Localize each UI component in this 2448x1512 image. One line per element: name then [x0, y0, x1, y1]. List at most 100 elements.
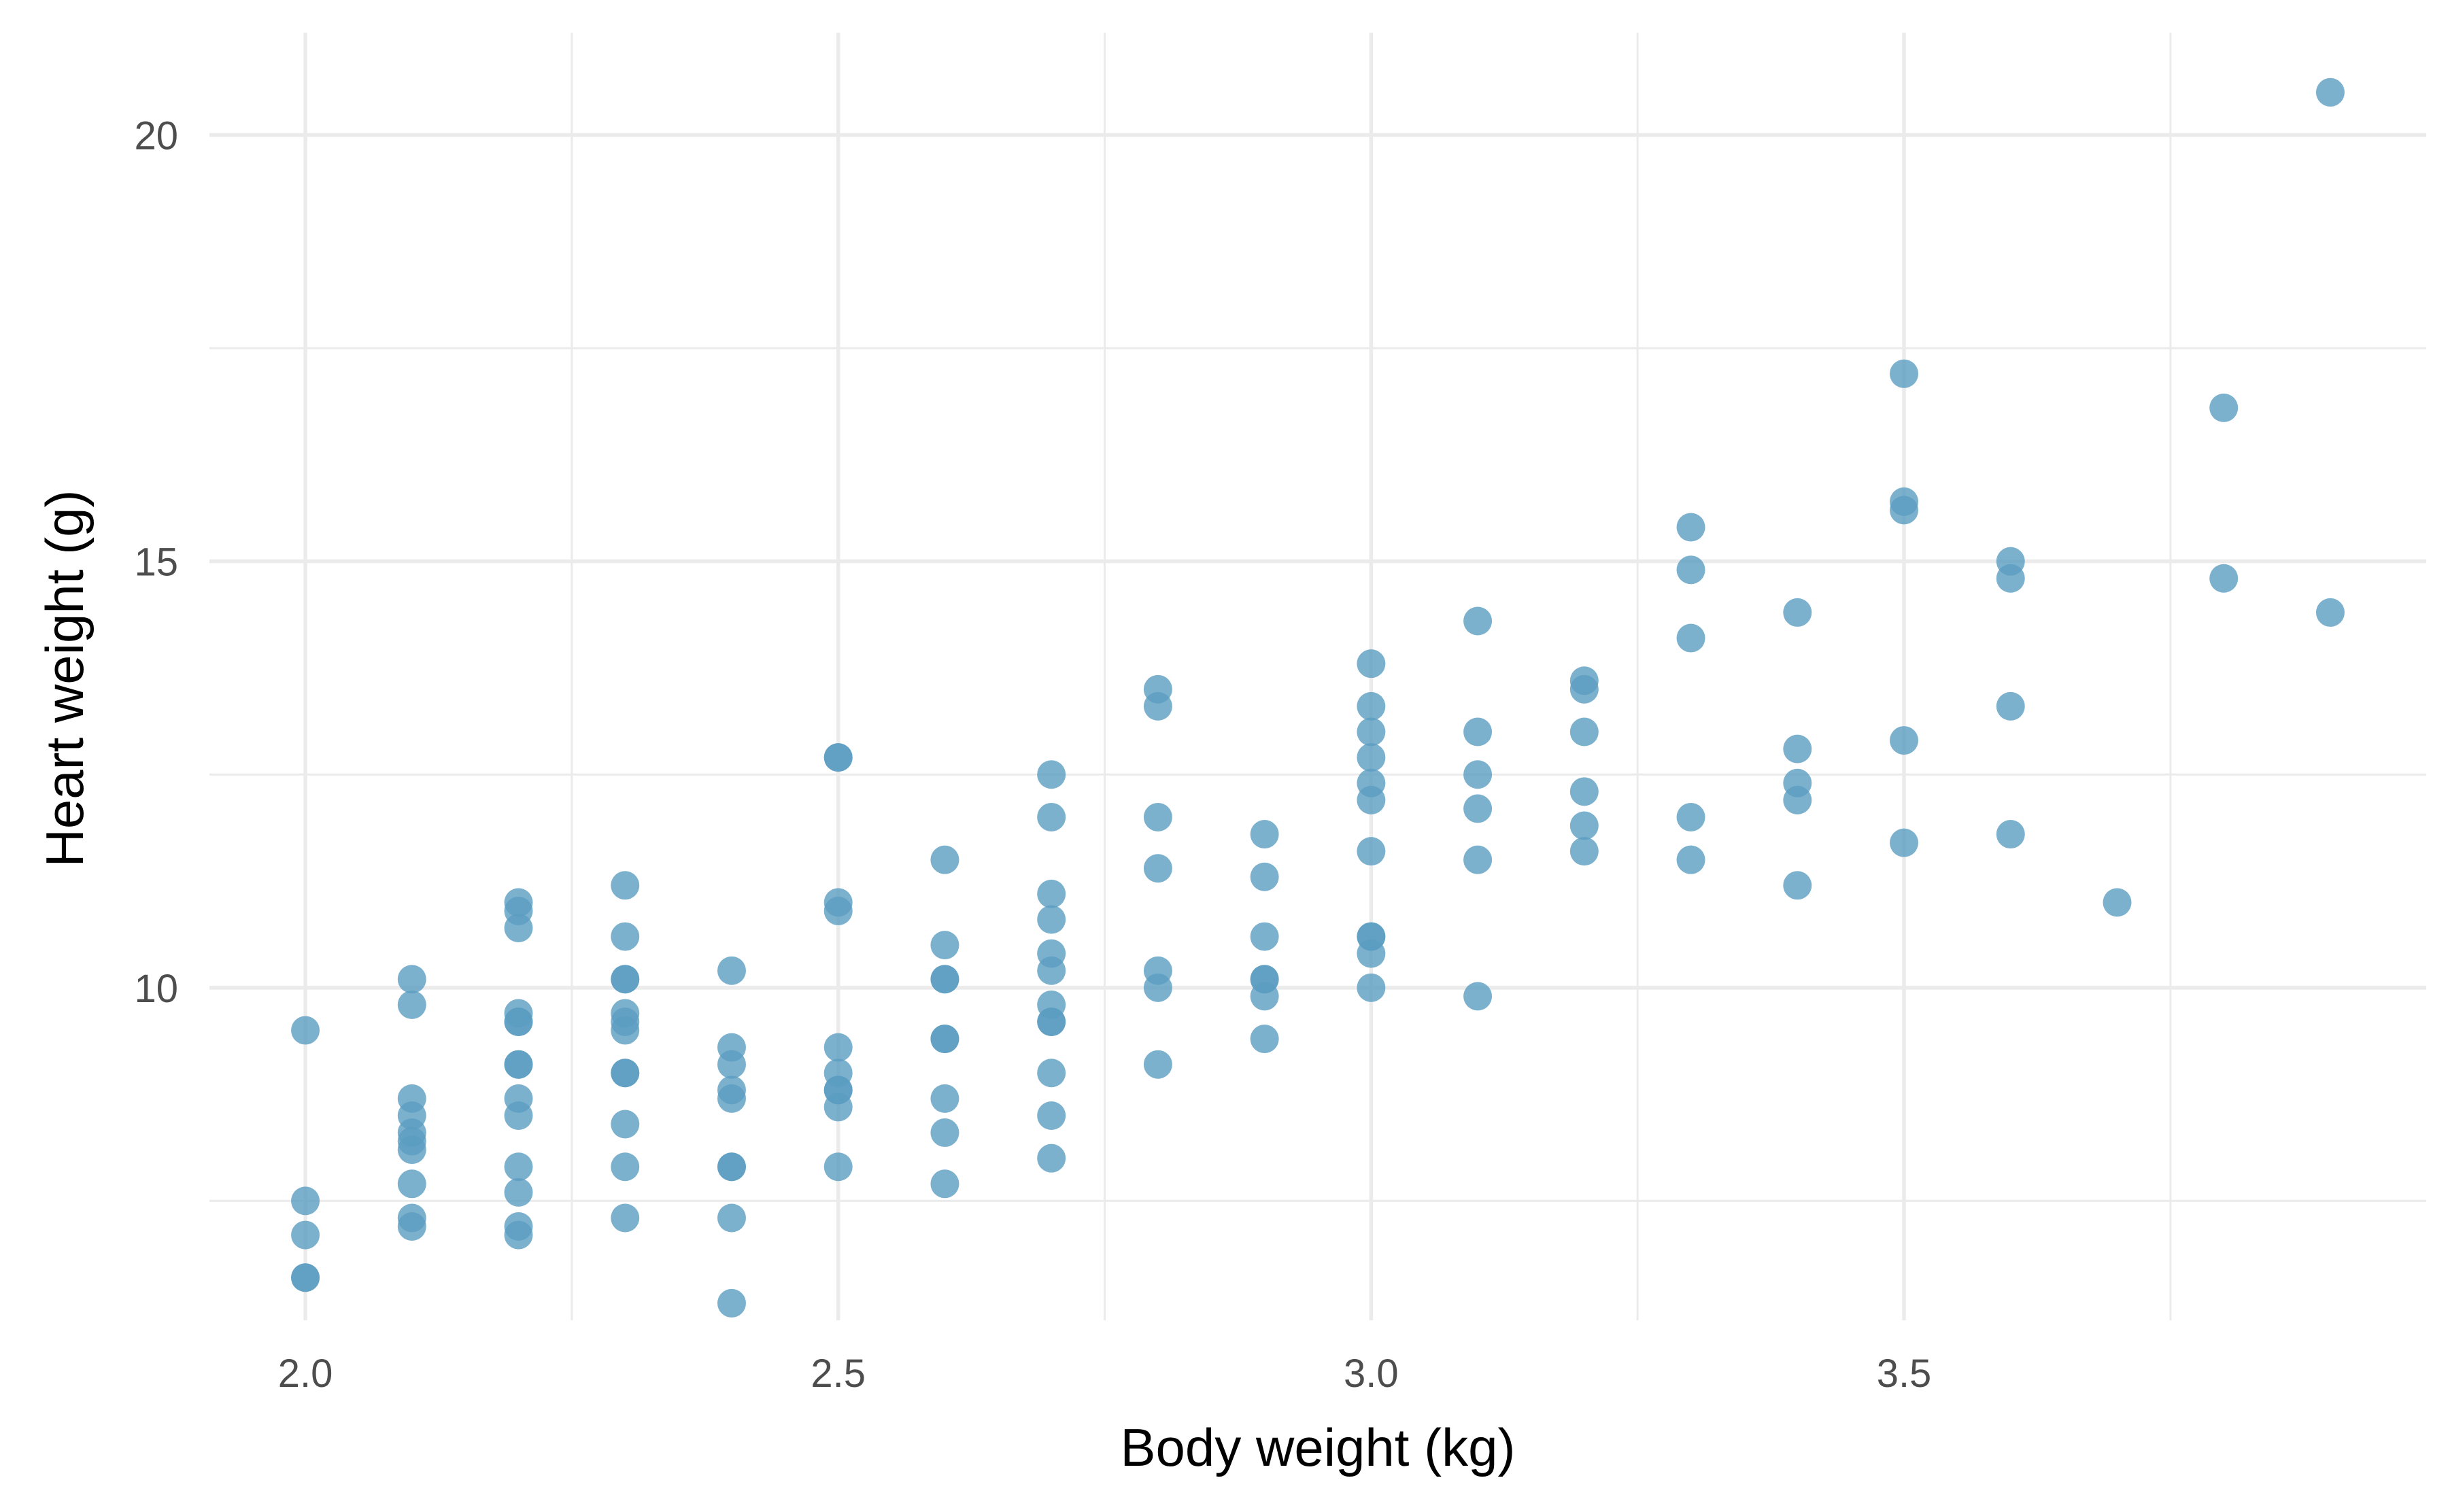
tick-labels: 2.0 2.5 3.0 3.5 10 15 20 — [134, 114, 1931, 1396]
data-point — [1143, 973, 1172, 1002]
data-point — [1463, 794, 1493, 823]
data-point — [1463, 845, 1493, 874]
x-axis-title: Body weight (kg) — [1121, 1418, 1516, 1477]
data-point — [2209, 393, 2239, 422]
data-point — [1357, 649, 1386, 678]
data-point — [1783, 785, 1812, 814]
data-point — [611, 965, 640, 994]
data-point — [1357, 691, 1386, 721]
data-point — [397, 1135, 426, 1165]
data-point — [1783, 598, 1812, 627]
data-point — [1357, 939, 1386, 968]
data-point — [2103, 888, 2132, 917]
data-point — [930, 1084, 959, 1113]
data-point — [611, 1110, 640, 1139]
data-point — [1037, 905, 1066, 934]
data-point — [611, 1016, 640, 1045]
data-point — [930, 845, 959, 874]
data-point — [1676, 623, 1705, 653]
points-layer — [291, 78, 2345, 1318]
data-point — [611, 1152, 640, 1182]
data-point — [611, 1059, 640, 1088]
data-point — [1357, 785, 1386, 814]
data-point — [823, 896, 853, 925]
data-point — [1357, 973, 1386, 1002]
data-point — [611, 922, 640, 951]
data-point — [1676, 845, 1705, 874]
data-point — [1463, 717, 1493, 746]
data-point — [611, 1203, 640, 1233]
data-point — [930, 1025, 959, 1054]
data-point — [504, 1178, 533, 1207]
data-point — [611, 871, 640, 900]
data-point — [291, 1263, 320, 1292]
data-point — [930, 1118, 959, 1148]
x-tick-label: 3.0 — [1344, 1352, 1399, 1396]
data-point — [291, 1186, 320, 1216]
data-point — [823, 1093, 853, 1122]
data-point — [1783, 734, 1812, 763]
data-point — [823, 1152, 853, 1182]
data-point — [1143, 691, 1172, 721]
data-point — [1996, 691, 2025, 721]
data-point — [1357, 837, 1386, 866]
data-point — [1890, 359, 1919, 388]
data-point — [504, 1152, 533, 1182]
x-tick-label: 3.5 — [1877, 1352, 1932, 1396]
data-point — [504, 1007, 533, 1036]
data-point — [1037, 1144, 1066, 1173]
data-point — [1250, 862, 1279, 891]
data-point — [1569, 811, 1599, 840]
data-point — [1357, 717, 1386, 746]
data-point — [1357, 743, 1386, 772]
data-point — [291, 1016, 320, 1045]
data-point — [1996, 820, 2025, 849]
data-point — [397, 1169, 426, 1199]
data-point — [397, 1212, 426, 1241]
data-point — [504, 1101, 533, 1130]
data-point — [1463, 606, 1493, 636]
data-point — [717, 1152, 746, 1182]
data-point — [1569, 777, 1599, 806]
data-point — [1676, 555, 1705, 585]
data-point — [1890, 496, 1919, 525]
data-point — [1037, 1059, 1066, 1088]
data-point — [1037, 956, 1066, 985]
data-point — [1250, 922, 1279, 951]
y-tick-label: 15 — [134, 540, 178, 585]
data-point — [397, 990, 426, 1019]
data-point — [1037, 760, 1066, 789]
data-point — [1463, 760, 1493, 789]
data-point — [1996, 564, 2025, 593]
data-point — [1037, 1101, 1066, 1130]
y-tick-label: 10 — [134, 967, 178, 1011]
data-point — [397, 965, 426, 994]
data-point — [1037, 802, 1066, 831]
data-point — [1037, 1007, 1066, 1036]
data-point — [1037, 879, 1066, 908]
data-point — [1569, 717, 1599, 746]
data-point — [504, 914, 533, 943]
y-axis-title: Heart weight (g) — [35, 490, 95, 867]
data-point — [1783, 871, 1812, 900]
data-point — [717, 956, 746, 985]
data-point — [504, 1050, 533, 1079]
data-point — [1890, 726, 1919, 755]
data-point — [1250, 1025, 1279, 1054]
data-point — [717, 1203, 746, 1233]
data-point — [823, 743, 853, 772]
data-point — [504, 1220, 533, 1250]
data-point — [1463, 982, 1493, 1011]
data-point — [1676, 513, 1705, 542]
data-point — [1250, 820, 1279, 849]
data-point — [2209, 564, 2239, 593]
data-point — [823, 1033, 853, 1062]
y-tick-label: 20 — [134, 114, 178, 158]
data-point — [2315, 78, 2345, 107]
data-point — [1143, 1050, 1172, 1079]
data-point — [930, 1169, 959, 1199]
data-point — [930, 965, 959, 994]
grid-layer — [209, 33, 2426, 1320]
data-point — [930, 931, 959, 960]
